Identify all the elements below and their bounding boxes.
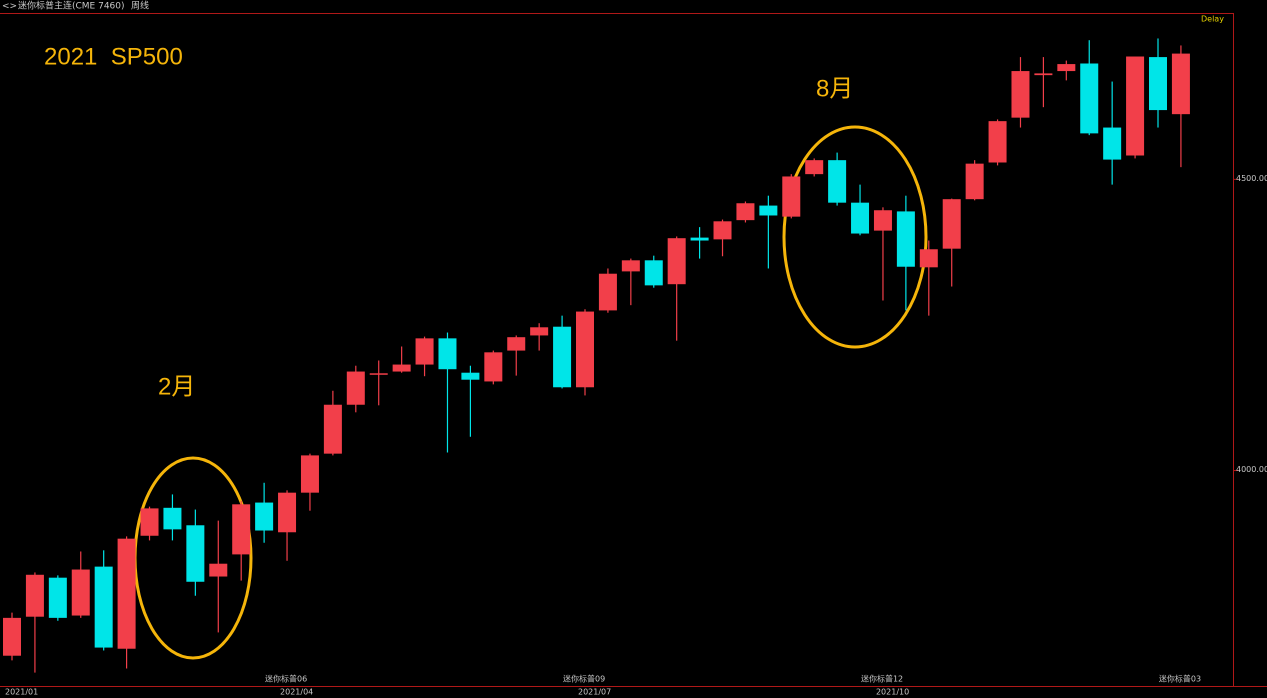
- contract-label: 迷你标普12: [861, 674, 903, 684]
- candle-body: [759, 205, 778, 216]
- candle-body: [300, 455, 319, 493]
- candle-body: [782, 176, 801, 217]
- candle-body: [873, 210, 892, 231]
- candle-body: [484, 352, 503, 382]
- candle-body: [25, 574, 44, 617]
- x-tick-label: 2021/10: [876, 688, 909, 697]
- candle-body: [828, 160, 847, 203]
- candle-body: [621, 260, 640, 272]
- candle-body: [690, 237, 709, 241]
- candle-body: [278, 492, 297, 533]
- candle-body: [896, 211, 915, 267]
- candle-body: [255, 502, 274, 531]
- contract-label: 迷你标普03: [1159, 674, 1201, 684]
- candle-body: [530, 327, 549, 336]
- candle-body: [3, 617, 21, 656]
- candle-body: [667, 238, 686, 285]
- candle-body: [48, 577, 67, 618]
- candle-body: [209, 563, 228, 577]
- x-tick-label: 2021/01: [5, 688, 38, 697]
- candle-body: [461, 372, 480, 380]
- period[interactable]: 周线: [131, 0, 149, 12]
- y-tick-label: 4000.00: [1236, 465, 1267, 474]
- candle-body: [1057, 64, 1076, 72]
- y-tick-label: 4500.00: [1236, 174, 1267, 183]
- candle-body: [1171, 53, 1190, 115]
- candle-body: [1080, 63, 1099, 134]
- candle-body: [965, 163, 984, 200]
- annotation: 2021 SP500: [44, 43, 183, 70]
- candle-body: [805, 160, 824, 175]
- candle-body: [392, 364, 411, 372]
- candle-body: [346, 371, 365, 405]
- candle-body: [415, 338, 434, 365]
- candle-body: [507, 337, 526, 351]
- candle-body: [163, 507, 182, 530]
- candle-body: [117, 538, 136, 649]
- candle-body: [323, 404, 342, 454]
- candle-body: [94, 566, 113, 648]
- annotation: 8月: [816, 75, 853, 102]
- contract-label: 迷你标普09: [563, 674, 605, 684]
- candle-body: [644, 260, 663, 286]
- highlight-ellipse: [782, 125, 928, 349]
- candle-body: [1149, 57, 1167, 111]
- icon: <>: [2, 2, 17, 12]
- candle-body: [988, 121, 1007, 163]
- header: 迷你标普主连(CME 7460): [18, 0, 125, 12]
- candle-body: [736, 203, 755, 221]
- candle-body: [1011, 71, 1030, 118]
- candle-body: [232, 504, 251, 555]
- candle-body: [369, 373, 388, 375]
- annotation: 2月: [158, 373, 195, 400]
- candle-body: [576, 311, 594, 388]
- candle-body: [438, 338, 457, 370]
- candle-body: [71, 569, 90, 616]
- candle-body: [942, 199, 961, 249]
- candle-body: [919, 249, 938, 268]
- candle-body: [851, 202, 870, 234]
- candle-body: [186, 525, 205, 582]
- candle-body: [553, 326, 572, 388]
- contract-label: 迷你标普06: [265, 674, 307, 684]
- status: Delay: [1201, 15, 1224, 24]
- candle-body: [1034, 73, 1053, 76]
- candle-body: [713, 221, 732, 240]
- candle-body: [1103, 127, 1122, 160]
- x-tick-label: 2021/04: [280, 688, 313, 697]
- x-tick-label: 2021/07: [578, 688, 611, 697]
- candle-body: [598, 273, 617, 311]
- candle-body: [1126, 56, 1145, 156]
- candle-body: [140, 508, 159, 536]
